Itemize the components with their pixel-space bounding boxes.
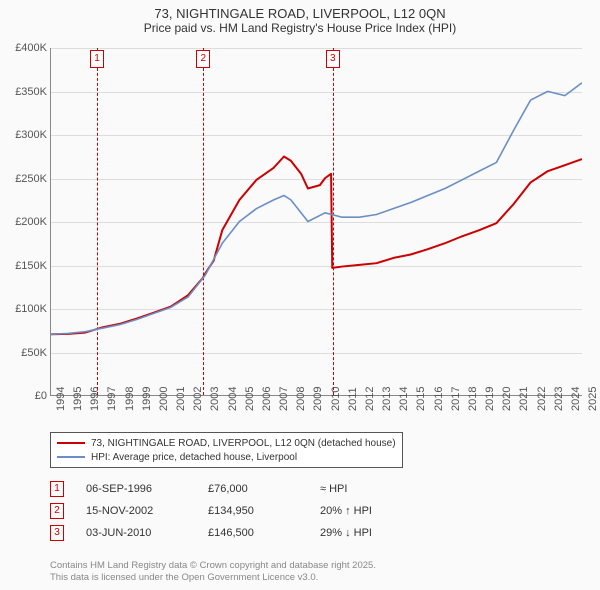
title-main: 73, NIGHTINGALE ROAD, LIVERPOOL, L12 0QN bbox=[0, 6, 600, 21]
x-axis-label: 2025 bbox=[587, 387, 599, 411]
price-chart: £0£50K£100K£150K£200K£250K£300K£350K£400… bbox=[50, 48, 582, 396]
tx-relation: 29% ↓ HPI bbox=[320, 527, 430, 539]
tx-marker: 1 bbox=[50, 481, 64, 497]
y-axis-label: £350K bbox=[3, 86, 47, 98]
legend-item: HPI: Average price, detached house, Live… bbox=[57, 450, 396, 464]
transaction-row: 3 03-JUN-2010 £146,500 29% ↓ HPI bbox=[50, 522, 430, 544]
series-hpi bbox=[51, 83, 582, 335]
tx-date: 15-NOV-2002 bbox=[86, 505, 186, 517]
title-sub: Price paid vs. HM Land Registry's House … bbox=[0, 21, 600, 35]
legend-item: 73, NIGHTINGALE ROAD, LIVERPOOL, L12 0QN… bbox=[57, 436, 396, 450]
sale-marker-box: 2 bbox=[196, 50, 210, 68]
legend-label: 73, NIGHTINGALE ROAD, LIVERPOOL, L12 0QN… bbox=[91, 438, 396, 449]
y-axis-label: £300K bbox=[3, 129, 47, 141]
transaction-row: 1 06-SEP-1996 £76,000 ≈ HPI bbox=[50, 478, 430, 500]
sale-marker-box: 3 bbox=[326, 50, 340, 68]
tx-date: 03-JUN-2010 bbox=[86, 527, 186, 539]
y-axis-label: £50K bbox=[3, 347, 47, 359]
transaction-row: 2 15-NOV-2002 £134,950 20% ↑ HPI bbox=[50, 500, 430, 522]
legend-label: HPI: Average price, detached house, Live… bbox=[91, 452, 297, 463]
tx-date: 06-SEP-1996 bbox=[86, 483, 186, 495]
tx-marker: 2 bbox=[50, 503, 64, 519]
tx-relation: ≈ HPI bbox=[320, 483, 430, 495]
y-axis-label: £100K bbox=[3, 303, 47, 315]
tx-price: £134,950 bbox=[208, 505, 298, 517]
legend-swatch bbox=[57, 456, 85, 458]
y-axis-label: £250K bbox=[3, 173, 47, 185]
tx-marker: 3 bbox=[50, 525, 64, 541]
sale-marker-box: 1 bbox=[90, 50, 104, 68]
series-property bbox=[51, 156, 582, 334]
attribution-footer: Contains HM Land Registry data © Crown c… bbox=[50, 560, 376, 584]
y-axis-label: £200K bbox=[3, 216, 47, 228]
chart-lines bbox=[51, 48, 582, 395]
y-axis-label: £150K bbox=[3, 260, 47, 272]
footer-line: This data is licensed under the Open Gov… bbox=[50, 572, 376, 584]
tx-relation: 20% ↑ HPI bbox=[320, 505, 430, 517]
legend-swatch bbox=[57, 442, 85, 444]
footer-line: Contains HM Land Registry data © Crown c… bbox=[50, 560, 376, 572]
tx-price: £146,500 bbox=[208, 527, 298, 539]
transaction-table: 1 06-SEP-1996 £76,000 ≈ HPI 2 15-NOV-200… bbox=[50, 478, 430, 544]
y-axis-label: £400K bbox=[3, 42, 47, 54]
chart-title-block: 73, NIGHTINGALE ROAD, LIVERPOOL, L12 0QN… bbox=[0, 0, 600, 37]
legend: 73, NIGHTINGALE ROAD, LIVERPOOL, L12 0QN… bbox=[50, 432, 403, 468]
y-axis-label: £0 bbox=[3, 390, 47, 402]
tx-price: £76,000 bbox=[208, 483, 298, 495]
